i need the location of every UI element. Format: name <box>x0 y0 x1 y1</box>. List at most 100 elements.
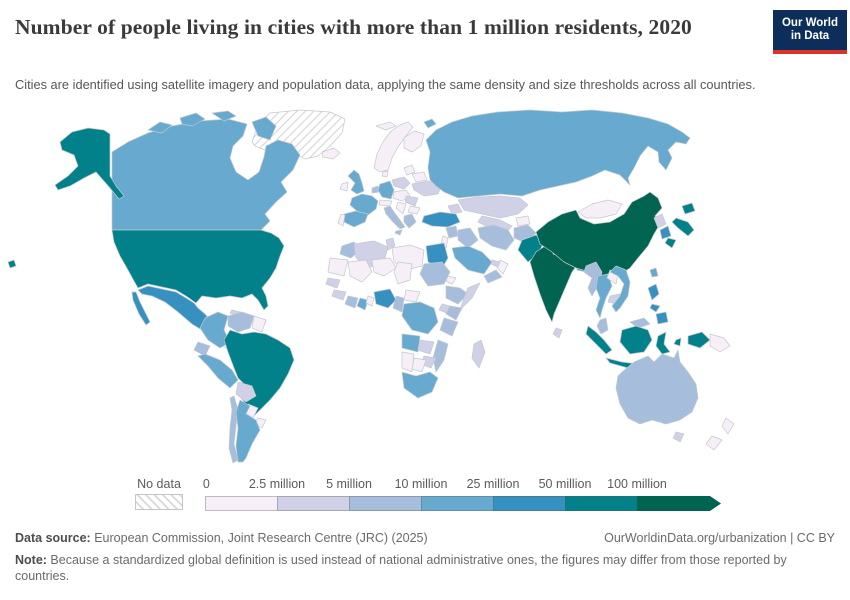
country-indonesia-papua[interactable] <box>687 331 711 349</box>
country-cameroon[interactable] <box>392 295 405 313</box>
country-new-zealand-north[interactable] <box>721 417 735 435</box>
country-syria[interactable] <box>445 225 459 239</box>
country-denmark[interactable] <box>381 170 389 178</box>
country-argentina[interactable] <box>235 399 261 463</box>
country-romania[interactable] <box>404 195 419 207</box>
owid-url-link[interactable]: OurWorldinData.org/urbanization | CC BY <box>604 531 835 545</box>
country-poland[interactable] <box>391 176 411 190</box>
region-guinea[interactable] <box>331 289 347 301</box>
country-namibia[interactable] <box>401 351 415 373</box>
country-usa-alaska[interactable] <box>54 127 125 200</box>
country-finland[interactable] <box>403 130 425 153</box>
country-canada[interactable] <box>111 118 301 231</box>
legend-bin-6[interactable] <box>637 496 721 511</box>
country-turkey[interactable] <box>421 211 461 228</box>
country-bulgaria[interactable] <box>407 205 421 215</box>
country-iceland[interactable] <box>321 147 341 160</box>
country-central-african-republic[interactable] <box>403 289 421 303</box>
country-bolivia[interactable] <box>235 381 257 403</box>
country-south-africa[interactable] <box>401 371 439 399</box>
country-ecuador[interactable] <box>193 341 211 357</box>
country-svalbard[interactable] <box>375 121 397 131</box>
country-iran[interactable] <box>477 224 515 251</box>
country-nigeria[interactable] <box>373 288 397 309</box>
owid-logo[interactable]: Our World in Data <box>773 10 847 54</box>
country-italy-sicily[interactable] <box>394 229 403 236</box>
country-papua-new-guinea[interactable] <box>709 333 731 353</box>
country-ivory-coast[interactable] <box>344 295 359 309</box>
legend-bin-0[interactable] <box>205 496 277 511</box>
country-australia[interactable] <box>615 349 699 425</box>
country-mongolia[interactable] <box>577 199 623 219</box>
country-sri-lanka[interactable] <box>552 327 563 339</box>
country-south-korea[interactable] <box>659 225 672 240</box>
country-madagascar[interactable] <box>471 339 486 369</box>
country-usa-mainland[interactable] <box>111 229 285 311</box>
country-botswana[interactable] <box>411 357 427 373</box>
country-japan-hokkaido[interactable] <box>681 202 696 215</box>
legend-bin-1[interactable] <box>277 496 349 511</box>
region-norway-sweden[interactable] <box>373 121 414 173</box>
country-portugal[interactable] <box>337 213 346 227</box>
country-venezuela[interactable] <box>227 311 255 333</box>
country-japan-honshu[interactable] <box>671 217 695 237</box>
country-new-zealand-south[interactable] <box>705 435 723 451</box>
country-angola[interactable] <box>401 333 421 353</box>
country-north-korea[interactable] <box>653 213 667 229</box>
country-mexico-baja[interactable] <box>131 291 151 326</box>
legend-bin-3[interactable] <box>421 496 493 511</box>
region-senegal-gambia[interactable] <box>325 277 341 289</box>
country-malaysia-peninsula[interactable] <box>596 317 609 335</box>
country-uae[interactable] <box>490 259 501 268</box>
country-kazakhstan[interactable] <box>457 195 529 219</box>
country-chad[interactable] <box>393 261 413 285</box>
country-iraq[interactable] <box>457 227 479 249</box>
country-indonesia-moluccas[interactable] <box>673 337 682 347</box>
country-thailand[interactable] <box>595 273 613 319</box>
country-kenya[interactable] <box>445 305 463 321</box>
legend-bin-2[interactable] <box>349 496 421 511</box>
country-vietnam[interactable] <box>609 265 631 313</box>
legend-bin-4[interactable] <box>493 496 565 511</box>
country-france[interactable] <box>349 193 379 216</box>
country-canada-island-2[interactable] <box>179 112 206 127</box>
legend-no-data-swatch[interactable] <box>135 494 183 510</box>
country-canada-island-1[interactable] <box>147 121 173 134</box>
country-zambia[interactable] <box>417 339 435 355</box>
country-germany[interactable] <box>377 180 395 200</box>
country-mozambique[interactable] <box>432 339 449 373</box>
region-tasmania[interactable] <box>672 431 685 443</box>
region-guyanas[interactable] <box>251 315 267 333</box>
country-saudi-arabia[interactable] <box>451 245 493 275</box>
country-somalia[interactable] <box>459 282 481 311</box>
country-niger[interactable] <box>371 257 397 277</box>
region-mauritania-wsahara[interactable] <box>327 257 349 277</box>
country-ireland[interactable] <box>339 181 349 192</box>
region-kyrgyz-tajik[interactable] <box>515 215 531 227</box>
country-peru[interactable] <box>197 353 239 389</box>
country-russia[interactable] <box>425 109 691 199</box>
country-indonesia-sumatra[interactable] <box>585 325 613 355</box>
country-spain[interactable] <box>343 210 369 228</box>
region-eritrea-djibouti[interactable] <box>445 275 457 285</box>
country-tanzania[interactable] <box>439 317 459 337</box>
country-usa-hawaii[interactable] <box>7 259 17 269</box>
region-baltics[interactable] <box>403 164 416 176</box>
country-ghana[interactable] <box>356 297 369 311</box>
country-philippines-luzon[interactable] <box>647 283 660 301</box>
country-sudan[interactable] <box>419 261 451 287</box>
country-tunisia[interactable] <box>385 237 396 251</box>
country-philippines-visayas[interactable] <box>649 303 661 313</box>
legend-bin-5[interactable] <box>565 496 637 511</box>
country-indonesia-kalimantan[interactable] <box>619 325 653 355</box>
country-philippines-mindanao[interactable] <box>655 311 669 325</box>
country-taiwan[interactable] <box>649 267 659 278</box>
country-egypt[interactable] <box>425 242 449 269</box>
country-myanmar[interactable] <box>583 261 603 297</box>
country-dr-congo[interactable] <box>401 301 439 335</box>
region-benin-togo[interactable] <box>365 295 375 307</box>
country-italy[interactable] <box>383 205 406 230</box>
country-russia-novaya-zemlya[interactable] <box>423 118 437 129</box>
country-greece[interactable] <box>403 213 417 229</box>
region-caucasus[interactable] <box>447 203 463 215</box>
